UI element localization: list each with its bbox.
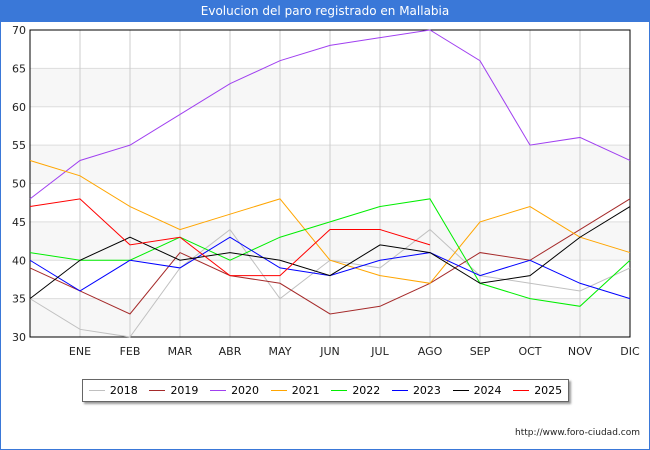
series-line-2020 xyxy=(29,29,631,200)
x-tick-label: ENE xyxy=(69,345,91,358)
y-tick-label: 70 xyxy=(12,24,26,37)
x-tick-label: OCT xyxy=(518,345,541,358)
legend-swatch xyxy=(149,390,166,391)
legend-label: 2020 xyxy=(231,384,260,397)
x-tick-label: SEP xyxy=(470,345,491,358)
y-tick-label: 35 xyxy=(12,293,26,306)
legend-label: 2022 xyxy=(352,384,381,397)
legend-swatch xyxy=(270,390,287,391)
y-tick-label: 65 xyxy=(12,62,26,75)
legend-label: 2025 xyxy=(534,384,563,397)
x-tick-label: NOV xyxy=(568,345,593,358)
legend-item-2018: 2018 xyxy=(88,384,138,397)
y-tick-label: 45 xyxy=(12,216,26,229)
x-tick-label: AGO xyxy=(418,345,443,358)
legend-label: 2019 xyxy=(170,384,199,397)
legend-label: 2021 xyxy=(291,384,320,397)
legend-label: 2018 xyxy=(109,384,138,397)
legend-label: 2023 xyxy=(412,384,441,397)
legend-swatch xyxy=(210,390,227,391)
series-line-2024 xyxy=(29,206,631,300)
series-line-2025 xyxy=(29,198,431,277)
x-tick-label: DIC xyxy=(620,345,640,358)
y-tick-label: 40 xyxy=(12,254,26,267)
y-tick-label: 55 xyxy=(12,139,26,152)
legend-swatch xyxy=(88,390,105,391)
y-tick-label: 50 xyxy=(12,178,26,191)
legend-swatch xyxy=(391,390,408,391)
x-tick-label: JUL xyxy=(370,345,389,358)
x-tick-label: FEB xyxy=(120,345,141,358)
y-tick-label: 30 xyxy=(12,331,26,344)
x-tick-label: JUN xyxy=(319,345,340,358)
y-tick-label: 60 xyxy=(12,101,26,114)
x-tick-label: MAR xyxy=(168,345,193,358)
legend-item-2020: 2020 xyxy=(210,384,259,397)
legend-swatch xyxy=(331,390,348,391)
plot-border xyxy=(29,29,631,338)
source-url: http://www.foro-ciudad.com xyxy=(515,428,640,438)
x-tick-label: MAY xyxy=(269,345,292,358)
legend-swatch xyxy=(513,390,530,391)
series-line-2021 xyxy=(29,159,631,284)
legend-item-2025: 2025 xyxy=(513,384,562,397)
legend-item-2021: 2021 xyxy=(270,384,320,397)
legend-item-2023: 2023 xyxy=(391,384,441,397)
legend-item-2019: 2019 xyxy=(149,384,198,397)
legend-item-2024: 2024 xyxy=(452,384,502,397)
legend-item-2022: 2022 xyxy=(331,384,380,397)
legend-label: 2024 xyxy=(473,384,502,397)
legend-swatch xyxy=(452,390,469,391)
chart-title: Evolucion del paro registrado en Mallabi… xyxy=(0,0,650,22)
legend: 2018 2019 2020 2021 2022 2023 2024 2025 xyxy=(82,379,569,402)
x-tick-label: ABR xyxy=(219,345,242,358)
